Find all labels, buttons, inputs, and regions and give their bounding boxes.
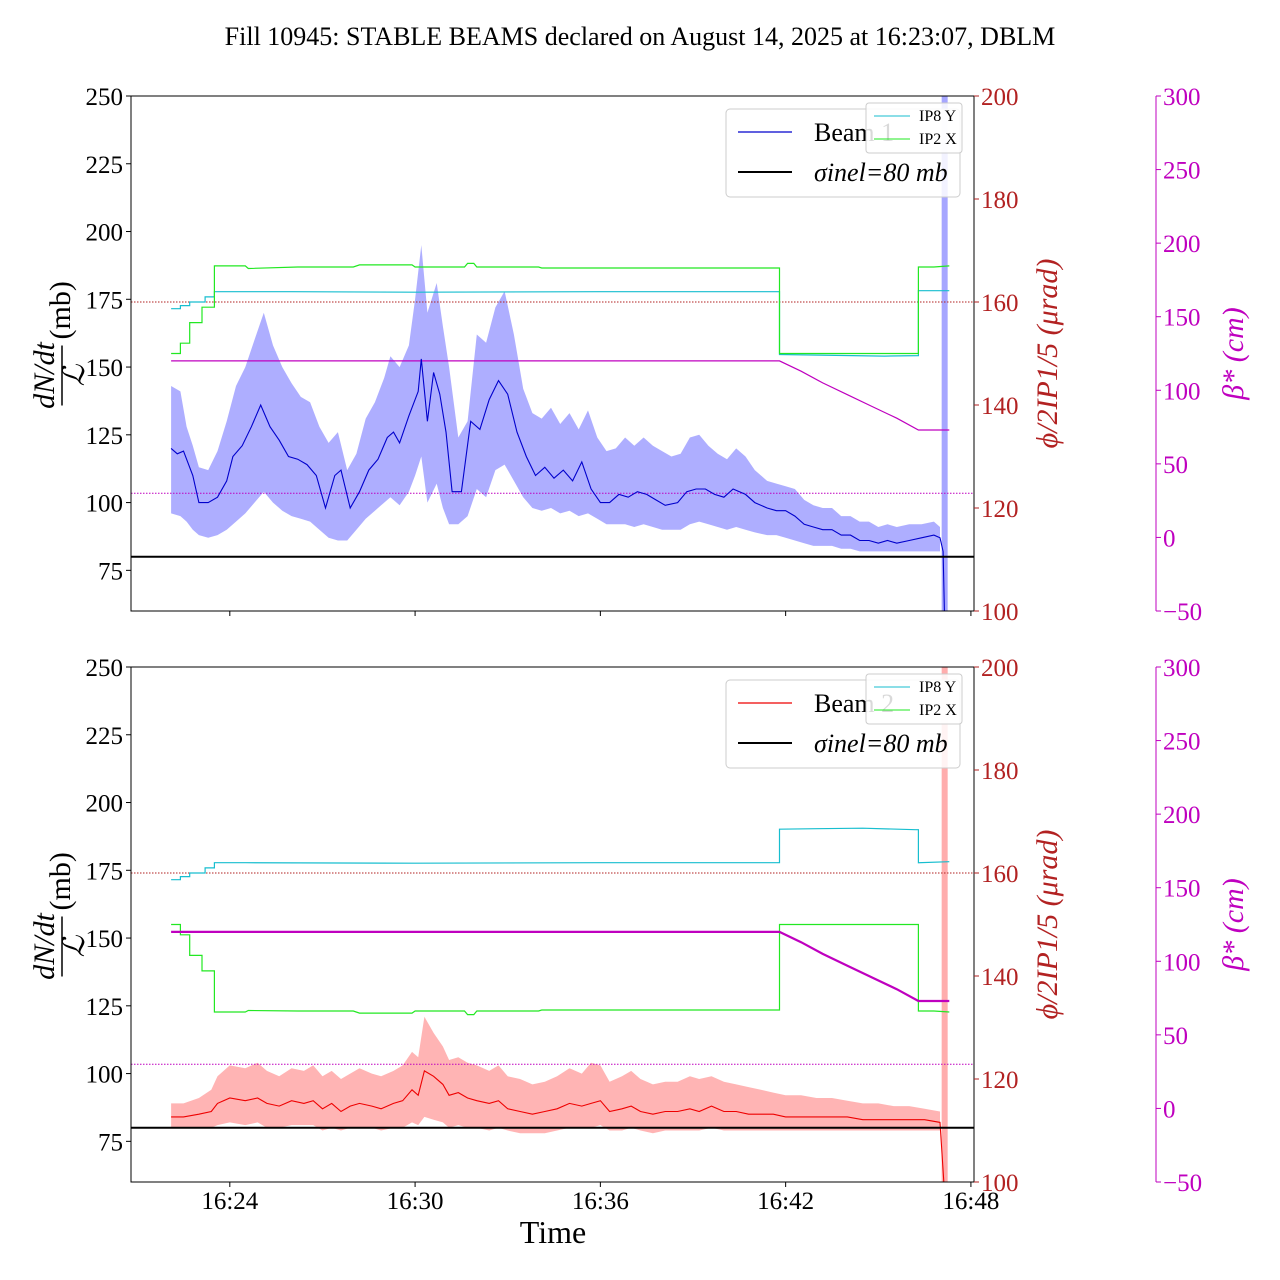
crossing-tick-label: 120 bbox=[981, 1067, 1019, 1094]
left-tick-label: 200 bbox=[86, 220, 124, 247]
plot-area bbox=[131, 667, 974, 1182]
left-axis-denominator: ℒ bbox=[58, 363, 91, 386]
crossing-tick-label: 180 bbox=[981, 187, 1019, 214]
left-tick-label: 150 bbox=[86, 926, 124, 953]
crossing-tick-label: 180 bbox=[981, 758, 1019, 785]
crossing-axis-label: ϕ/2IP1/5 (μrad) bbox=[1031, 259, 1064, 449]
left-axis-label: dN/dtℒ (mb) bbox=[28, 852, 91, 980]
left-tick-label: 225 bbox=[86, 152, 124, 179]
beta-tick-label: 0 bbox=[1163, 1096, 1176, 1123]
beta-star-line bbox=[171, 360, 950, 431]
crossing-tick-label: 200 bbox=[981, 84, 1019, 111]
left-axis-numerator: dN/dt bbox=[28, 341, 61, 408]
left-tick-label: 100 bbox=[86, 1062, 124, 1089]
left-axis-unit: (mb) bbox=[44, 281, 77, 339]
plot-frame bbox=[130, 95, 975, 612]
legend-sigma-label: σinel=80 mb bbox=[814, 729, 948, 758]
left-tick-label: 125 bbox=[86, 423, 124, 450]
x-tick-label: 16:48 bbox=[942, 1188, 999, 1215]
left-tick-label: 225 bbox=[86, 723, 124, 750]
beta-tick-label: 150 bbox=[1163, 305, 1201, 332]
x-axis-label: Time bbox=[520, 1214, 586, 1250]
legend-ip2-label: IP2 X bbox=[919, 702, 957, 719]
x-tick-label: 16:42 bbox=[757, 1188, 814, 1215]
left-tick-label: 175 bbox=[86, 858, 124, 885]
left-tick-label: 150 bbox=[86, 355, 124, 382]
beta-tick-label: 250 bbox=[1163, 729, 1201, 756]
beta-tick-label: 50 bbox=[1163, 1023, 1188, 1050]
left-tick-label: 175 bbox=[86, 287, 124, 314]
crossing-tick-label: 100 bbox=[981, 1170, 1019, 1197]
panel-2: 75 100 125 150 175 200 225 250 100 120 140 160 180 20… bbox=[28, 655, 1250, 1215]
beta-tick-label: 100 bbox=[1163, 949, 1201, 976]
crossing-tick-label: 140 bbox=[981, 964, 1019, 991]
uncertainty-band bbox=[171, 245, 941, 552]
left-tick-label: 250 bbox=[86, 84, 124, 111]
panel-1: 75 100 125 150 175 200 225 250 100 120 140 160 180 20… bbox=[28, 84, 1250, 626]
left-tick-label: 125 bbox=[86, 994, 124, 1021]
ip8-y-line bbox=[171, 827, 950, 881]
left-tick-label: 75 bbox=[98, 558, 123, 585]
crossing-tick-label: 140 bbox=[981, 393, 1019, 420]
left-tick-label: 100 bbox=[86, 491, 124, 518]
dump-spike-band bbox=[941, 96, 948, 611]
plot-frame bbox=[130, 666, 975, 1183]
panels: 75 100 125 150 175 200 225 250 100 120 140 160 180 20… bbox=[28, 84, 1250, 1215]
x-tick-label: 16:30 bbox=[387, 1188, 444, 1215]
beta-tick-label: 50 bbox=[1163, 452, 1188, 479]
beta-axis-label: β* (cm) bbox=[1217, 307, 1250, 400]
ip2-x-line bbox=[171, 923, 950, 1016]
beta-tick-label: 0 bbox=[1163, 525, 1176, 552]
left-axis-denominator: ℒ bbox=[58, 934, 91, 957]
crossing-tick-label: 160 bbox=[981, 290, 1019, 317]
crossing-tick-label: 160 bbox=[981, 861, 1019, 888]
dump-spike-band bbox=[941, 667, 948, 1182]
left-tick-label: 250 bbox=[86, 655, 124, 682]
left-axis-numerator: dN/dt bbox=[28, 912, 61, 979]
ip8-y-line bbox=[171, 290, 950, 357]
beta-star-line bbox=[171, 930, 950, 1003]
legend-ip2-label: IP2 X bbox=[919, 131, 957, 148]
legend-ip8-label: IP8 Y bbox=[919, 108, 957, 125]
crossing-axis-label: ϕ/2IP1/5 (μrad) bbox=[1031, 830, 1064, 1020]
crossing-tick-label: 120 bbox=[981, 496, 1019, 523]
legend-ip8-label: IP8 Y bbox=[919, 679, 957, 696]
beta-tick-label: 150 bbox=[1163, 876, 1201, 903]
x-tick-label: 16:24 bbox=[201, 1188, 258, 1215]
beta-tick-label: 300 bbox=[1163, 84, 1201, 111]
left-axis-unit: (mb) bbox=[44, 852, 77, 910]
legend-sigma-label: σinel=80 mb bbox=[814, 158, 948, 187]
beta-tick-label: 250 bbox=[1163, 158, 1201, 185]
beam-cross-section-line bbox=[171, 1070, 945, 1182]
beta-tick-label: −50 bbox=[1163, 1170, 1202, 1197]
chart-title: Fill 10945: STABLE BEAMS declared on Aug… bbox=[225, 22, 1056, 51]
beta-tick-label: 100 bbox=[1163, 378, 1201, 405]
left-tick-label: 75 bbox=[98, 1129, 123, 1156]
ip2-x-line bbox=[171, 262, 950, 355]
beta-tick-label: 200 bbox=[1163, 231, 1201, 258]
crossing-tick-label: 200 bbox=[981, 655, 1019, 682]
beta-tick-label: 300 bbox=[1163, 655, 1201, 682]
beta-tick-label: 200 bbox=[1163, 802, 1201, 829]
left-tick-label: 200 bbox=[86, 791, 124, 818]
beam-cross-section-line bbox=[170, 358, 945, 611]
crossing-tick-label: 100 bbox=[981, 599, 1019, 626]
beta-axis-label: β* (cm) bbox=[1217, 878, 1250, 971]
uncertainty-band bbox=[171, 1016, 941, 1134]
plot-area bbox=[131, 96, 974, 611]
left-axis-label: dN/dtℒ (mb) bbox=[28, 281, 91, 409]
x-tick-label: 16:36 bbox=[572, 1188, 629, 1215]
beta-tick-label: −50 bbox=[1163, 599, 1202, 626]
